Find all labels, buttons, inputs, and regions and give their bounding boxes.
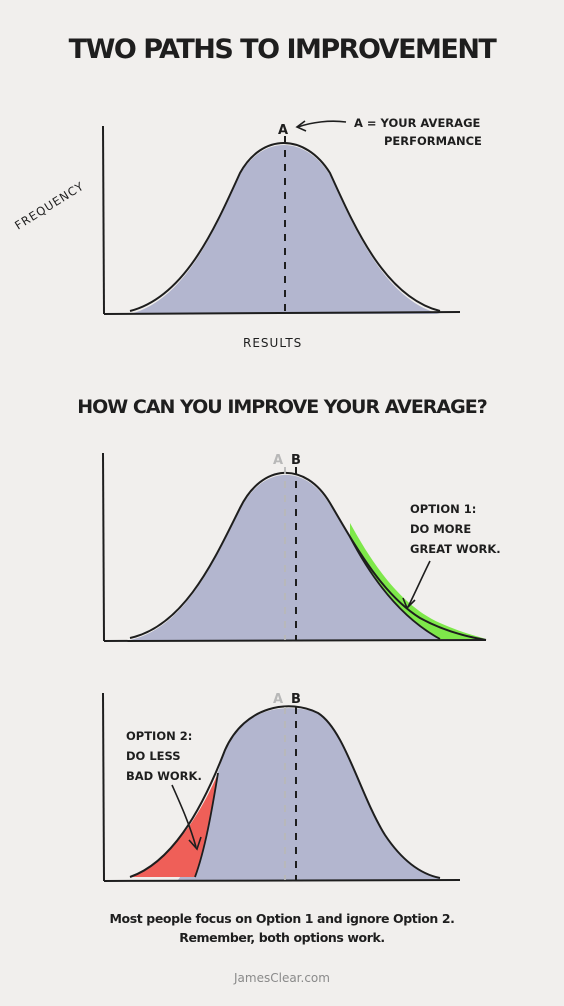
y-axis	[102, 692, 105, 882]
option-2-line-2: DO LESS	[126, 749, 181, 763]
x-axis	[103, 311, 461, 315]
x-axis-label: RESULTS	[243, 336, 302, 350]
option-1-arrow	[407, 560, 431, 608]
option-2-line-1: OPTION 2:	[126, 729, 192, 743]
distribution-curve	[129, 705, 441, 879]
bell-curve-option-2: A B OPTION 2: DO LESS BAD WORK.	[102, 692, 461, 882]
y-axis	[102, 125, 105, 315]
annotation-line-2: PERFORMANCE	[384, 134, 482, 148]
distribution-fill	[130, 145, 440, 314]
marker-b: B	[291, 692, 301, 707]
footer-caption: Most people focus on Option 1 and ignore…	[0, 909, 564, 947]
option-2-line-3: BAD WORK.	[126, 769, 202, 783]
panel-option-1: A B OPTION 1: DO MORE GREAT WORK.	[0, 445, 564, 650]
new-distribution-edge	[194, 772, 219, 878]
page-title: TWO PATHS TO IMPROVEMENT	[68, 34, 497, 65]
old-distribution-edge	[349, 536, 441, 640]
x-axis	[103, 639, 487, 642]
bell-curve-chart: A A = YOUR AVERAGE PERFORMANCE FREQUENCY…	[12, 116, 482, 350]
option-1-arrowhead	[402, 597, 416, 610]
distribution-fill	[178, 708, 440, 881]
marker-a: A	[278, 123, 288, 138]
panel-average-curve: A A = YOUR AVERAGE PERFORMANCE FREQUENCY…	[0, 110, 564, 360]
distribution-curve	[129, 471, 487, 641]
footer-line-2: Remember, both options work.	[179, 930, 385, 945]
y-axis	[102, 452, 105, 642]
option-1-line-2: DO MORE	[410, 522, 471, 536]
annotation-arrow	[297, 120, 347, 128]
site-credit: JamesClear.com	[234, 971, 330, 985]
y-axis-label: FREQUENCY	[12, 179, 86, 233]
annotation-line-1: A = YOUR AVERAGE	[354, 116, 481, 130]
annotation-arrowhead	[295, 120, 307, 132]
distribution-fill	[130, 474, 350, 640]
question-heading: HOW CAN YOU IMPROVE YOUR AVERAGE?	[77, 396, 487, 418]
option-2-arrow	[171, 784, 197, 848]
bell-curve-option-1: A B OPTION 1: DO MORE GREAT WORK.	[102, 452, 501, 642]
panel-option-2: A B OPTION 2: DO LESS BAD WORK.	[0, 685, 564, 890]
footer-line-1: Most people focus on Option 1 and ignore…	[109, 911, 455, 926]
distribution-fill-right	[350, 535, 440, 640]
distribution-curve	[129, 142, 441, 312]
marker-b: B	[291, 453, 301, 468]
option-1-line-1: OPTION 1:	[410, 502, 476, 516]
x-axis	[103, 879, 461, 882]
option-1-line-3: GREAT WORK.	[410, 542, 501, 556]
marker-a-faded: A	[273, 692, 283, 707]
option-2-arrowhead	[188, 836, 202, 851]
bad-work-area	[130, 773, 218, 877]
marker-a-faded: A	[273, 453, 283, 468]
